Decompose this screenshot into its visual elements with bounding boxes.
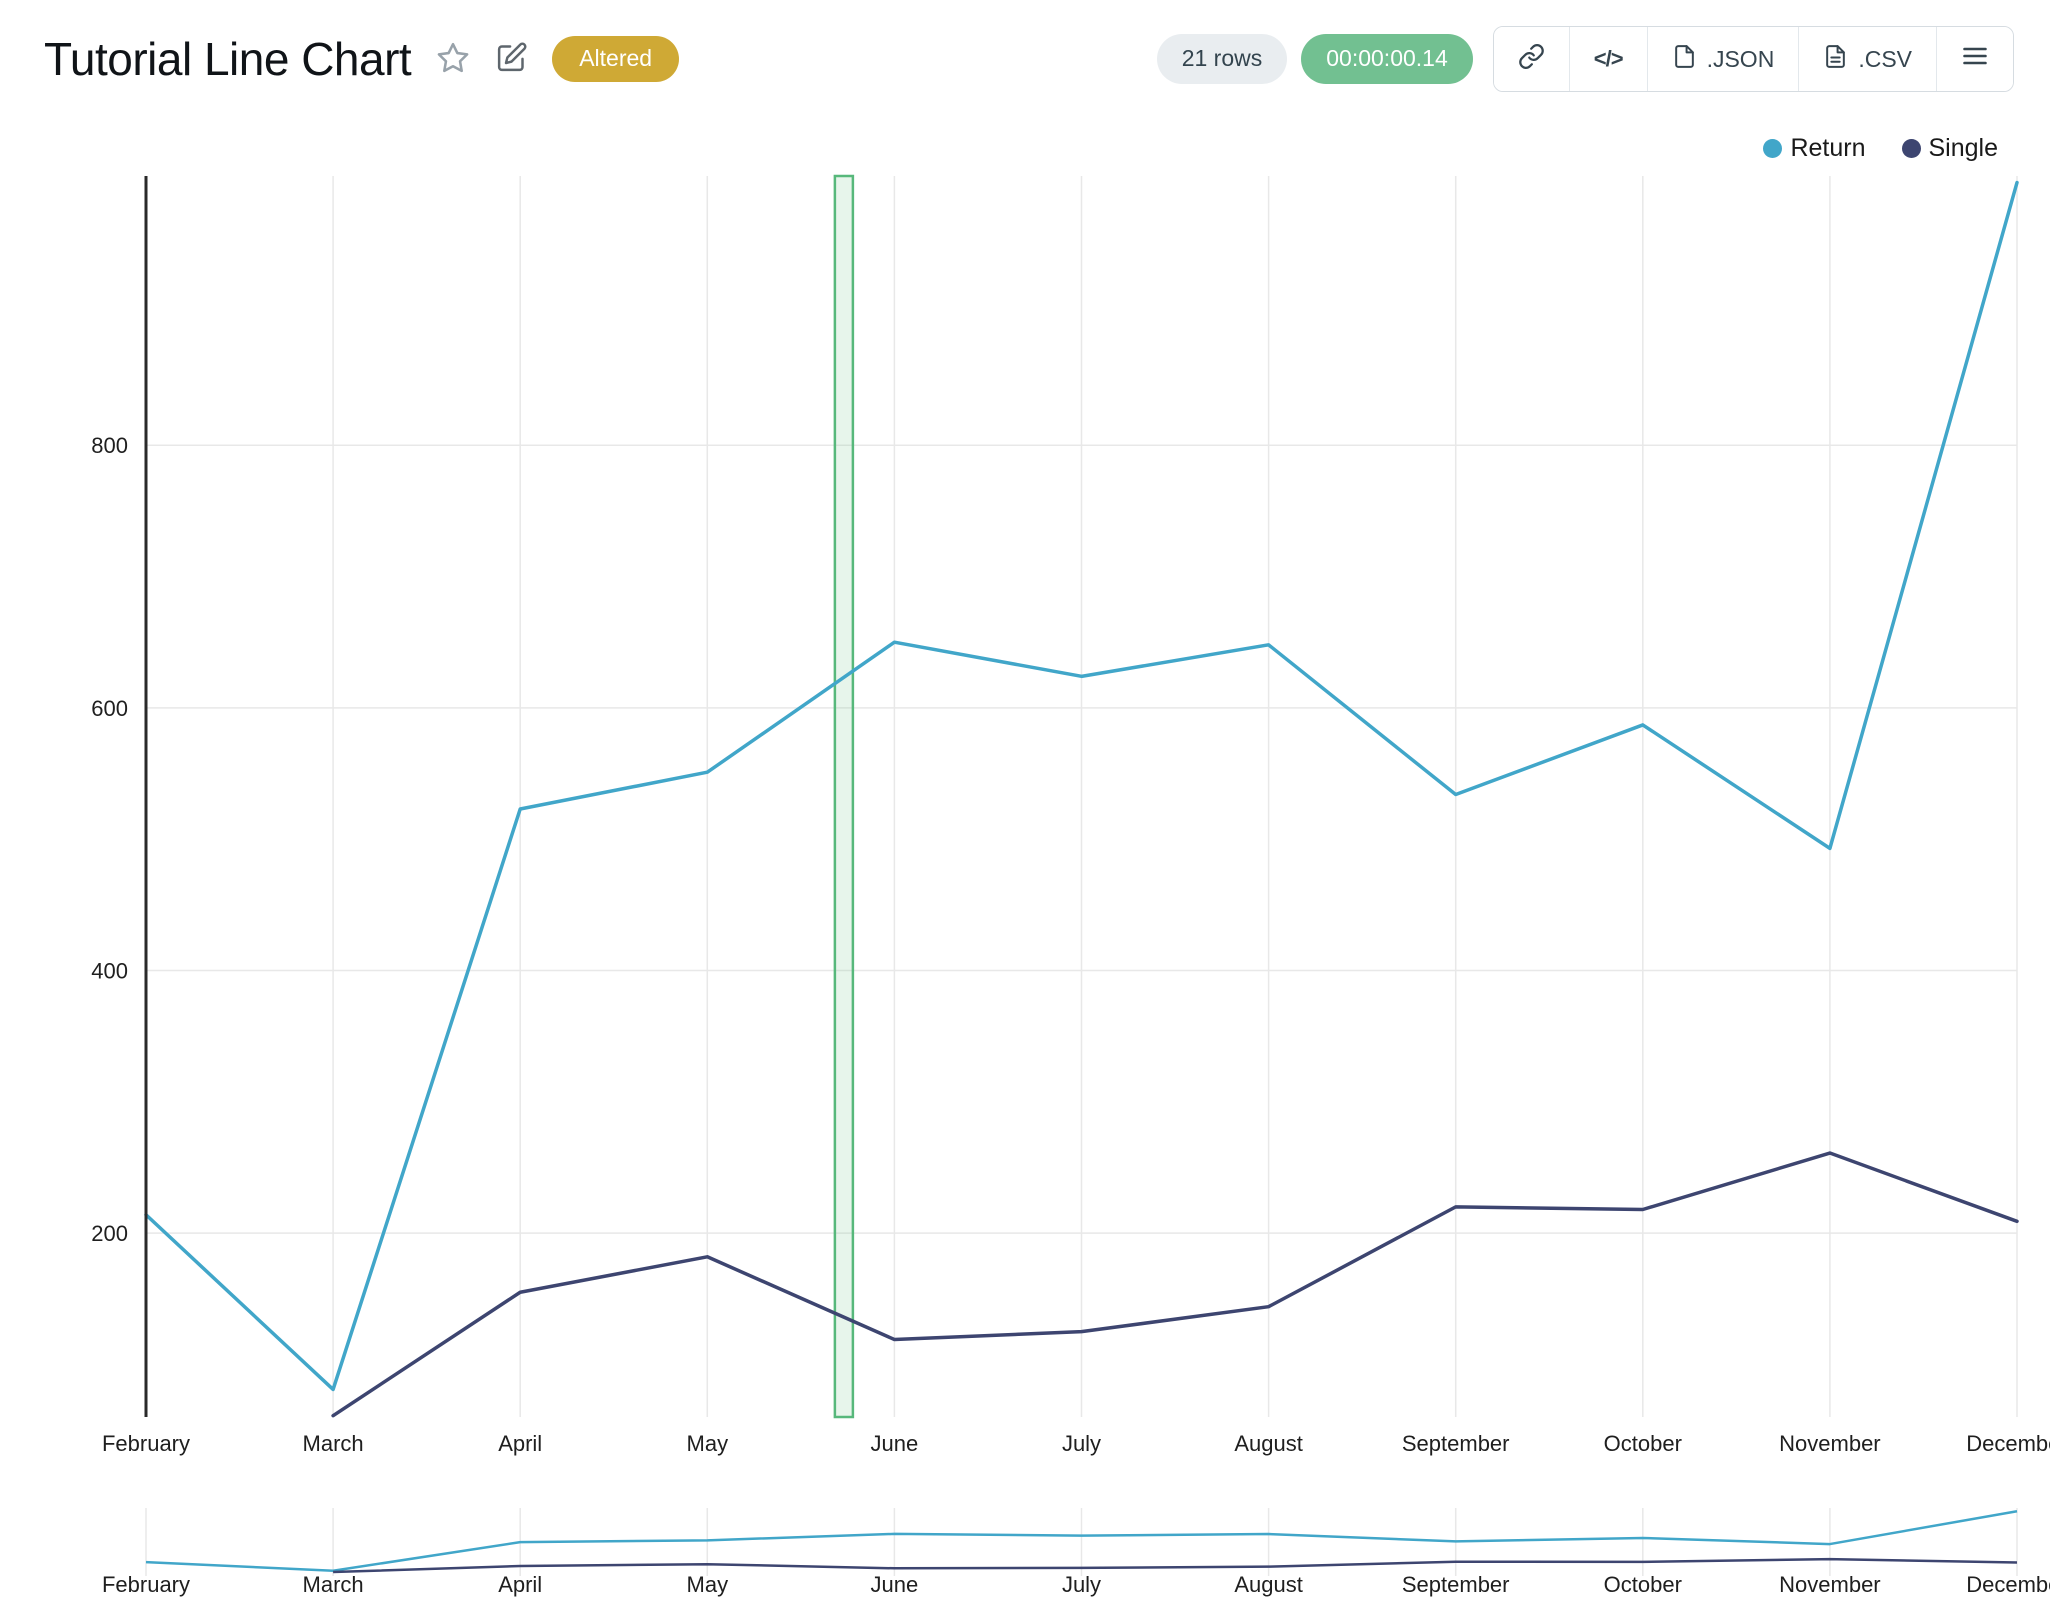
mini-x-tick-label: July	[1062, 1572, 1101, 1597]
mini-x-tick-label: April	[498, 1572, 542, 1597]
gridlines	[145, 176, 2018, 1576]
zoom-selection-band[interactable]	[833, 174, 855, 1419]
mini-x-tick-label: September	[1402, 1572, 1510, 1597]
y-tick-label: 200	[91, 1221, 128, 1246]
chart-legend: Return Single	[1763, 134, 1998, 163]
axis-labels: 200 400 600 800 February February March March Ap…	[91, 433, 2050, 1597]
x-tick-label: May	[687, 1431, 729, 1456]
hamburger-menu-icon	[1961, 42, 1989, 76]
edit-title-button[interactable]	[495, 41, 528, 77]
legend-item-single[interactable]: Single	[1901, 134, 1999, 163]
favorite-star-button[interactable]	[435, 40, 471, 79]
share-link-button[interactable]	[1493, 27, 1569, 91]
x-tick-label: April	[498, 1431, 542, 1456]
x-tick-label: October	[1604, 1431, 1682, 1456]
series-line-single	[331, 1151, 2019, 1418]
mini-x-tick-label: August	[1234, 1572, 1303, 1597]
file-json-icon	[1672, 44, 1697, 75]
pencil-edit-icon	[495, 41, 528, 77]
mini-x-tick-label: May	[687, 1572, 729, 1597]
menu-button[interactable]	[1936, 27, 2013, 91]
page-title: Tutorial Line Chart	[44, 33, 412, 85]
x-tick-label: September	[1402, 1431, 1510, 1456]
header: Tutorial Line Chart Altered 21 rows 00:0…	[0, 0, 2050, 92]
x-tick-label: March	[303, 1431, 364, 1456]
mini-x-tick-label: February	[102, 1572, 190, 1597]
download-json-label: .JSON	[1706, 45, 1775, 72]
y-tick-label: 400	[91, 959, 128, 984]
star-icon	[435, 40, 471, 79]
altered-badge: Altered	[552, 36, 680, 82]
toolbar: 21 rows 00:00:00.14 </>	[1156, 26, 2014, 92]
export-button-group: </> .JSON	[1492, 26, 2014, 92]
download-csv-label: .CSV	[1858, 45, 1912, 72]
x-tick-label: December	[1966, 1431, 2050, 1456]
code-icon: </>	[1593, 46, 1624, 71]
runtime-badge: 00:00:00.14	[1301, 34, 1473, 84]
legend-label-return: Return	[1790, 134, 1866, 162]
link-icon	[1518, 43, 1545, 76]
mini-x-tick-label: November	[1779, 1572, 1880, 1597]
legend-item-return[interactable]: Return	[1763, 134, 1866, 163]
mini-x-tick-label: June	[871, 1572, 919, 1597]
mini-x-tick-label: December	[1966, 1572, 2050, 1597]
x-tick-label: November	[1779, 1431, 1880, 1456]
legend-label-single: Single	[1928, 134, 1999, 162]
embed-code-button[interactable]: </>	[1568, 27, 1647, 91]
mini-x-tick-label: March	[303, 1572, 364, 1597]
row-count-badge: 21 rows	[1156, 34, 1288, 84]
series-line-return	[144, 180, 2019, 1392]
legend-dot-return	[1763, 139, 1783, 158]
y-tick-label: 600	[91, 696, 128, 721]
mini-series-line-return[interactable]	[145, 1510, 2018, 1573]
legend-dot-single	[1901, 139, 1921, 158]
x-tick-label: July	[1062, 1431, 1101, 1456]
x-tick-label: February	[102, 1431, 190, 1456]
mini-x-tick-label: October	[1604, 1572, 1682, 1597]
download-csv-button[interactable]: .CSV	[1798, 27, 1936, 91]
y-tick-label: 800	[91, 433, 128, 458]
download-json-button[interactable]: .JSON	[1646, 27, 1799, 91]
x-tick-label: June	[871, 1431, 919, 1456]
x-tick-label: August	[1234, 1431, 1303, 1456]
file-csv-icon	[1823, 44, 1848, 75]
mini-series-line-single[interactable]	[333, 1557, 2018, 1574]
